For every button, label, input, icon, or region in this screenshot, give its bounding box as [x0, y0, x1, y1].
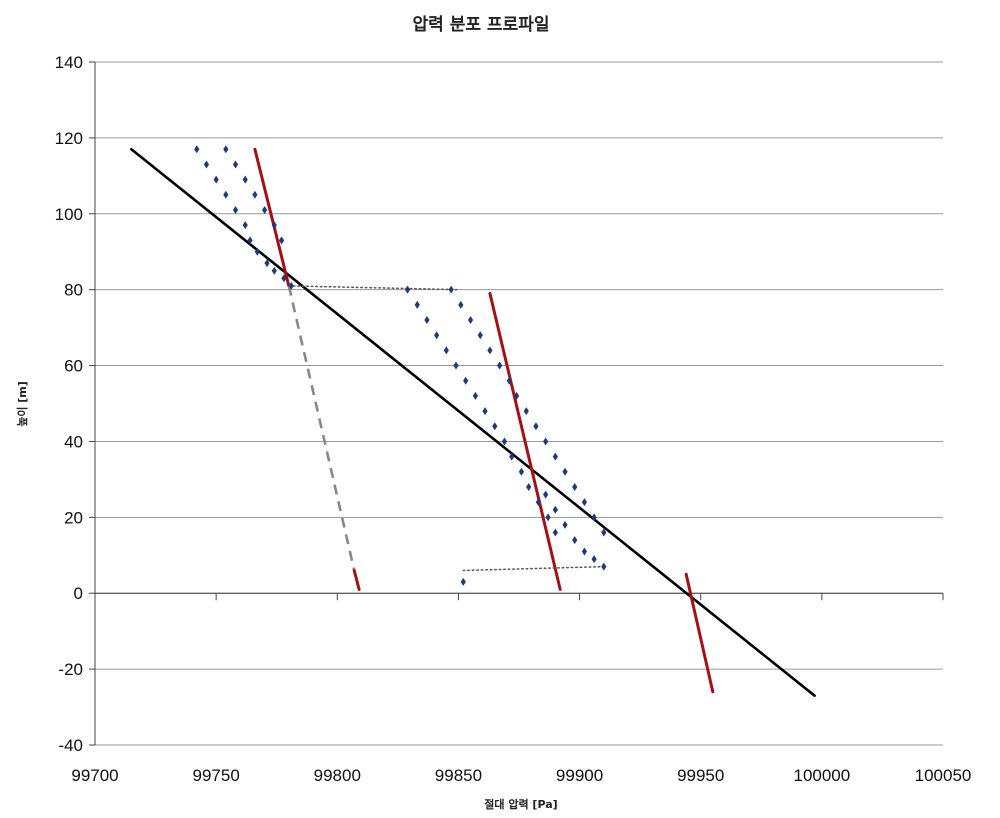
data-marker	[482, 407, 488, 416]
data-marker	[223, 145, 229, 154]
data-marker	[543, 437, 549, 446]
data-marker	[453, 361, 459, 370]
data-marker	[194, 145, 200, 154]
data-marker	[492, 422, 498, 431]
data-marker	[562, 467, 568, 476]
data-marker	[463, 376, 469, 385]
x-tick-label: 99700	[71, 766, 118, 785]
data-marker	[271, 221, 277, 230]
x-tick-label: 100000	[793, 766, 850, 785]
series-line-6	[288, 285, 460, 291]
x-tick-label: 99900	[556, 766, 603, 785]
data-marker	[414, 300, 420, 309]
data-marker	[506, 376, 512, 385]
data-marker	[591, 555, 597, 564]
y-tick-labels: -40 -20 0 20 40 60 80 100 120 140	[55, 53, 83, 755]
x-tick-label: 99750	[193, 766, 240, 785]
data-marker	[572, 536, 578, 545]
y-tick-label: 20	[64, 508, 83, 527]
data-marker	[278, 236, 285, 245]
series-line-1	[253, 147, 291, 288]
series-line-7	[462, 565, 605, 572]
data-marker	[252, 190, 258, 199]
chart-title: 압력 분포 프로파일	[413, 14, 550, 35]
data-marker	[601, 562, 607, 571]
y-axis-title: 높이 [m]	[15, 381, 29, 427]
data-marker	[523, 407, 529, 416]
data-marker	[264, 259, 270, 268]
data-marker	[467, 316, 474, 325]
data-marker	[581, 547, 588, 556]
data-marker	[581, 498, 588, 507]
data-marker	[509, 452, 515, 461]
y-tick-label: 80	[64, 281, 83, 300]
data-marker	[232, 160, 239, 169]
data-marker	[562, 520, 568, 529]
data-marker	[232, 205, 239, 214]
x-axis-title: 절대 압력 [Pa]	[484, 797, 557, 811]
y-tick-label: 100	[55, 205, 83, 224]
axes	[89, 61, 944, 746]
data-marker	[518, 467, 525, 476]
data-marker	[213, 175, 219, 184]
y-tick-label: 140	[55, 53, 83, 72]
series-line-2	[287, 285, 356, 571]
data-marker	[572, 482, 578, 491]
x-tick-label: 99850	[435, 766, 482, 785]
y-tick-label: 0	[74, 584, 83, 603]
data-marker	[424, 316, 430, 325]
data-marker	[513, 391, 520, 400]
data-marker	[552, 505, 558, 514]
data-marker	[591, 513, 597, 522]
series-line-4	[488, 291, 562, 591]
data-marker	[487, 346, 493, 355]
grid-lines	[95, 61, 943, 746]
data-marker	[448, 285, 454, 294]
data-marker	[247, 236, 253, 245]
data-marker	[552, 452, 558, 461]
y-tick-label: 120	[55, 129, 83, 148]
data-marker	[458, 300, 464, 309]
data-marker	[288, 281, 294, 290]
data-marker	[535, 498, 541, 507]
data-marker	[254, 247, 260, 256]
data-marker	[281, 274, 287, 283]
y-tick-label: -40	[58, 736, 83, 755]
data-marker	[242, 221, 248, 230]
data-marker	[262, 205, 268, 214]
data-marker	[543, 490, 549, 499]
series-line-3	[352, 568, 361, 591]
data-marker	[223, 190, 229, 199]
series-group	[130, 145, 816, 697]
data-marker	[526, 482, 532, 491]
series-line-5	[684, 572, 715, 694]
data-marker	[472, 391, 478, 400]
y-tick-label: 60	[64, 357, 83, 376]
data-marker	[404, 285, 411, 294]
data-marker	[460, 577, 466, 586]
x-tick-label: 100050	[915, 766, 972, 785]
x-tick-label: 99950	[677, 766, 724, 785]
x-tick-label: 99800	[314, 766, 361, 785]
data-marker	[601, 528, 607, 537]
data-marker	[552, 528, 558, 537]
x-tick-labels: 99700 99750 99800 99850 99900 99950 100000 1000…	[71, 766, 971, 785]
data-marker	[501, 437, 508, 446]
y-tick-label: -20	[58, 660, 83, 679]
data-marker	[533, 422, 539, 431]
data-marker	[271, 266, 277, 275]
data-marker	[434, 331, 440, 340]
data-marker	[497, 361, 503, 370]
series-line-0	[130, 147, 816, 697]
y-tick-label: 40	[64, 432, 83, 451]
data-marker	[443, 346, 449, 355]
data-marker	[477, 331, 483, 340]
data-marker	[545, 513, 551, 522]
data-marker	[242, 175, 248, 184]
data-marker	[203, 160, 210, 169]
